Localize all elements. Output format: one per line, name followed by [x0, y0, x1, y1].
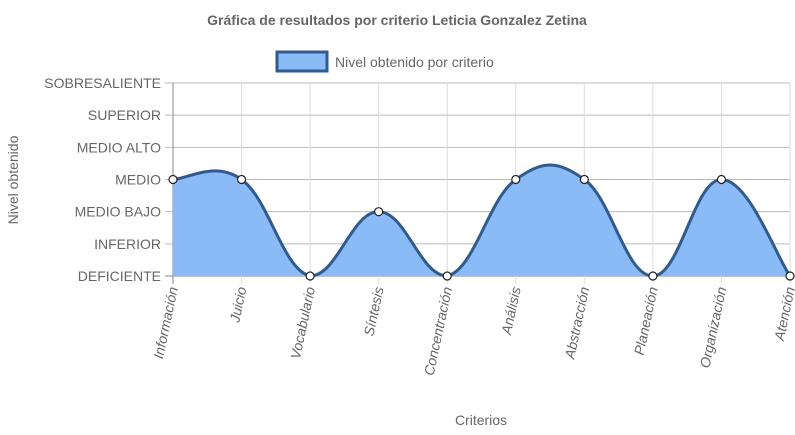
x-axis-label: Criterios [455, 412, 507, 428]
y-tick-label: SOBRESALIENTE [44, 75, 161, 91]
x-tick-label: Información [150, 285, 181, 360]
data-point[interactable] [785, 271, 795, 281]
x-tick-label: Síntesis [361, 285, 387, 337]
y-tick-label: MEDIO BAJO [75, 204, 161, 220]
data-point[interactable] [168, 174, 178, 185]
x-tick-label: Concentración [421, 285, 455, 377]
data-point[interactable] [374, 207, 384, 217]
x-tick-label: Organización [697, 285, 730, 369]
data-points [168, 174, 795, 281]
legend[interactable]: Nivel obtenido por criterio [275, 50, 494, 73]
x-tick-label: Abstracción [561, 285, 592, 361]
y-tick-label: MEDIO [115, 172, 161, 188]
y-tick-label: DEFICIENTE [78, 268, 161, 284]
y-tick-label: MEDIO ALTO [77, 139, 161, 155]
series-area [173, 165, 790, 276]
data-point[interactable] [305, 271, 315, 281]
series-line [172, 163, 792, 278]
legend-swatch[interactable] [275, 50, 329, 73]
y-tick-label: SUPERIOR [88, 107, 161, 123]
data-point[interactable] [716, 174, 727, 185]
y-axis-label: Nivel obtenido [5, 135, 21, 224]
y-axis-ticks: DEFICIENTE INFERIOR MEDIO BAJO MEDIO MEDIO A… [44, 75, 161, 284]
plot-area [172, 163, 792, 278]
data-point[interactable] [511, 174, 521, 185]
legend-label: Nivel obtenido por criterio [335, 54, 494, 70]
x-tick-label: Análisis [498, 285, 524, 337]
chart-title: Gráfica de resultados por criterio Letic… [207, 12, 587, 28]
y-tick-label: INFERIOR [94, 236, 161, 252]
data-point[interactable] [236, 174, 247, 185]
x-tick-label: Juicio [226, 285, 249, 325]
x-tick-label: Vocabulario [287, 285, 318, 360]
data-point[interactable] [579, 174, 589, 185]
x-tick-label: Planeación [631, 285, 661, 356]
x-axis-ticks: Información Juicio Vocabulario Síntesis Conc… [150, 285, 795, 377]
x-tick-label: Atención [771, 285, 795, 343]
data-point[interactable] [648, 271, 658, 281]
data-point[interactable] [442, 271, 452, 281]
